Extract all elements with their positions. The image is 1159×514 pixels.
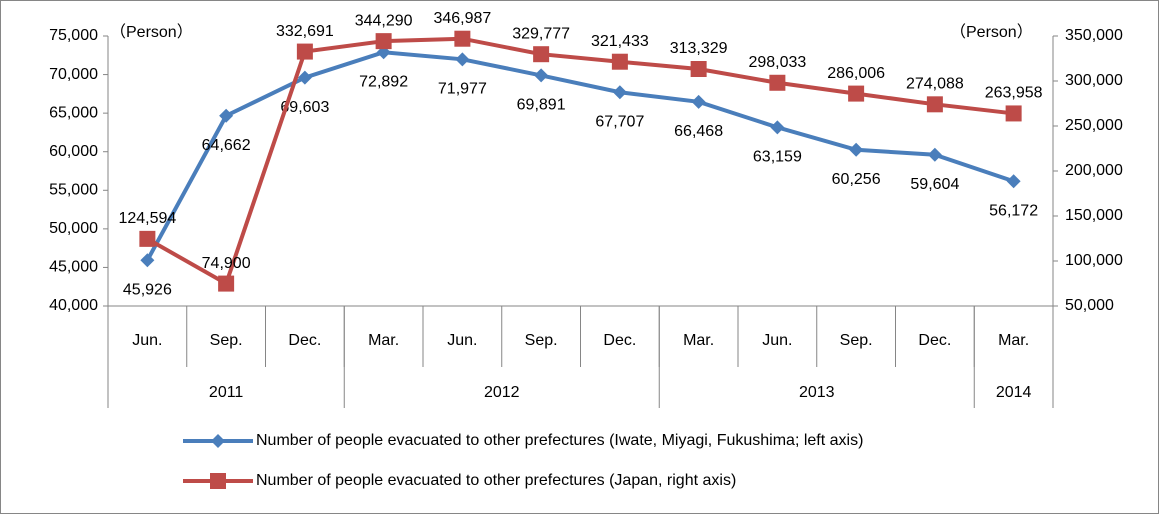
point (534, 68, 549, 83)
y-tick-label: 40,000 (49, 297, 98, 314)
y2-axis-label: （Person） (950, 23, 1033, 41)
data-label: 332,691 (276, 23, 334, 40)
y-tick-label: 60,000 (49, 143, 98, 160)
x-tick-label: Dec. (603, 332, 636, 349)
point (1005, 105, 1022, 122)
point (769, 74, 786, 91)
data-label: 66,468 (674, 123, 723, 140)
y2-tick-label: 300,000 (1065, 72, 1123, 89)
y-tick-label: 55,000 (49, 182, 98, 199)
point (690, 61, 707, 78)
data-label: 45,926 (123, 282, 172, 299)
x-tick-label: Sep. (525, 332, 558, 349)
point (219, 108, 234, 123)
point (691, 94, 706, 109)
data-label: 63,159 (753, 149, 802, 166)
y2-tick-label: 250,000 (1065, 117, 1123, 134)
y2-tick-label: 50,000 (1065, 297, 1114, 314)
x-group-label: 2013 (799, 384, 835, 401)
point (454, 30, 471, 47)
data-label: 344,290 (355, 12, 413, 29)
data-label: 298,033 (748, 54, 806, 71)
series-line (146, 36, 1014, 287)
y-tick-label: 65,000 (49, 104, 98, 121)
data-label: 56,172 (989, 202, 1038, 219)
legend-marker (211, 434, 225, 448)
x-tick-label: Jun. (132, 332, 162, 349)
point (296, 43, 313, 60)
point (927, 147, 942, 162)
data-label: 313,329 (670, 40, 728, 57)
y2-tick-label: 200,000 (1065, 162, 1123, 179)
y-tick-label: 50,000 (49, 220, 98, 237)
x-group-label: 2014 (996, 384, 1032, 401)
data-label: 263,958 (985, 85, 1043, 102)
y-tick-label: 70,000 (49, 66, 98, 83)
x-tick-label: Mar. (368, 332, 399, 349)
x-tick-label: Dec. (918, 332, 951, 349)
x-tick-label: Jun. (762, 332, 792, 349)
x-tick-label: Sep. (840, 332, 873, 349)
point (375, 33, 392, 50)
legend-label: Number of people evacuated to other pref… (256, 432, 863, 449)
data-label: 124,594 (118, 210, 176, 227)
legend-label: Number of people evacuated to other pref… (256, 472, 736, 489)
x-group-label: 2011 (209, 384, 244, 401)
point (218, 275, 235, 292)
point (533, 46, 550, 63)
point (770, 120, 785, 135)
y-axis-label: （Person） (110, 23, 193, 41)
point (612, 85, 627, 100)
x-tick-label: Jun. (447, 332, 477, 349)
data-label: 274,088 (906, 76, 964, 93)
data-label: 74,900 (202, 255, 251, 272)
data-label: 346,987 (433, 10, 491, 27)
data-label: 329,777 (512, 25, 570, 42)
y-tick-label: 75,000 (49, 27, 98, 44)
y2-tick-label: 350,000 (1065, 27, 1123, 44)
x-tick-label: Sep. (210, 332, 243, 349)
legend-marker (210, 473, 226, 489)
y2-tick-label: 150,000 (1065, 207, 1123, 224)
y-tick-label: 45,000 (49, 259, 98, 276)
series-line (145, 50, 1015, 262)
x-group-label: 2012 (484, 384, 520, 401)
y2-tick-label: 100,000 (1065, 252, 1123, 269)
point (611, 53, 628, 70)
point (455, 52, 470, 67)
point (848, 85, 865, 102)
point (140, 253, 155, 268)
data-label: 71,977 (438, 81, 487, 98)
point (849, 142, 864, 157)
data-label: 69,891 (517, 97, 566, 114)
x-tick-label: Mar. (683, 332, 714, 349)
data-label: 60,256 (832, 171, 881, 188)
x-tick-label: Mar. (998, 332, 1029, 349)
point (926, 96, 943, 113)
data-label: 64,662 (202, 137, 251, 154)
point (1006, 174, 1021, 189)
point (297, 70, 312, 85)
data-label: 286,006 (827, 65, 885, 82)
data-label: 69,603 (280, 99, 329, 116)
data-label: 321,433 (591, 33, 649, 50)
data-label: 59,604 (910, 176, 959, 193)
data-label: 72,892 (359, 73, 408, 90)
x-tick-label: Dec. (288, 332, 321, 349)
data-label: 67,707 (595, 113, 644, 130)
point (139, 230, 156, 247)
